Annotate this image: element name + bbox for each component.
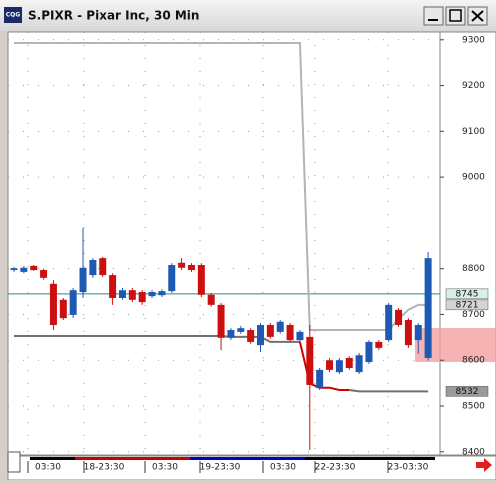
candle-body: [40, 270, 48, 278]
candle-body: [414, 324, 422, 341]
candle-body: [286, 324, 294, 341]
candle-body: [217, 304, 225, 338]
candle-body: [197, 265, 205, 295]
x-tick-label: 03:30: [152, 463, 178, 473]
y-tick-label: 8400: [462, 447, 485, 457]
candle-body: [187, 265, 195, 271]
candle-body: [276, 321, 284, 332]
candle-body: [207, 294, 215, 305]
minimize-button[interactable]: [423, 6, 444, 26]
candle-body: [109, 275, 117, 298]
candle-body: [335, 360, 343, 373]
candle-body: [138, 292, 146, 303]
candle-body: [10, 268, 18, 271]
y-tick-label: 8700: [462, 310, 485, 320]
candle-body: [395, 309, 403, 325]
candle-body: [79, 267, 87, 293]
candle-body: [355, 355, 363, 373]
candle-body: [247, 330, 255, 342]
y-tick-label: 9100: [462, 127, 485, 137]
maximize-button[interactable]: [445, 6, 466, 26]
candle-body: [266, 324, 274, 337]
candle-body: [49, 283, 57, 325]
scroll-box[interactable]: [7, 451, 21, 473]
x-tick-label: 22-23:30: [315, 463, 356, 473]
candle-body: [20, 267, 28, 272]
candle-body: [257, 324, 264, 346]
session-bar: [190, 457, 305, 460]
candle-body: [404, 319, 412, 346]
session-bar: [30, 457, 75, 460]
session-bar: [305, 457, 435, 460]
candle-body: [178, 262, 186, 268]
candle-body: [99, 258, 107, 276]
candle-body: [385, 304, 393, 341]
y-tick-label: 9200: [462, 81, 485, 91]
app-icon: [4, 7, 22, 23]
candle-body: [296, 331, 304, 341]
plot-area: [7, 31, 441, 456]
y-tick-label: 8600: [462, 356, 485, 366]
price-label: 8532: [456, 387, 479, 397]
indicator-line: [14, 41, 429, 332]
x-tick-label: 19-23:30: [200, 463, 241, 473]
x-tick-label: 18-23:30: [84, 463, 125, 473]
window-title: S.PIXR - Pixar Inc, 30 Min: [28, 9, 199, 23]
candle-body: [89, 259, 97, 276]
candle-body: [128, 290, 136, 300]
y-tick-label: 9000: [462, 173, 485, 183]
price-label: 8745: [456, 289, 479, 299]
candle-body: [59, 299, 67, 319]
scroll-arrow[interactable]: [476, 458, 492, 472]
candle-body: [424, 258, 432, 358]
candle-body: [365, 341, 373, 363]
candle-body: [30, 265, 38, 271]
x-tick-label: 03:30: [270, 463, 296, 473]
candle-body: [227, 330, 235, 338]
candle-body: [316, 369, 324, 389]
app-icon-text: CQG: [6, 12, 21, 19]
price-label-box: [445, 288, 489, 300]
y-tick-label: 8800: [462, 264, 485, 274]
y-tick-label: 8500: [462, 402, 485, 412]
candle-body: [326, 360, 334, 370]
price-label-box: [445, 386, 489, 397]
candle-body: [375, 341, 383, 348]
y-tick-label: 9300: [462, 35, 485, 45]
candle-body: [168, 265, 176, 292]
candle-body: [237, 328, 245, 332]
price-label: 8721: [456, 300, 479, 310]
session-bar: [75, 457, 190, 460]
candle-body: [118, 290, 126, 298]
candle-body: [148, 292, 156, 297]
x-tick-label: 03:30: [35, 463, 61, 473]
candle-body: [158, 291, 166, 296]
price-axis: [439, 31, 496, 456]
candle-body: [345, 357, 353, 369]
candle-body: [306, 336, 314, 385]
x-tick-label: 23-03:30: [388, 463, 429, 473]
price-label-box: [445, 299, 489, 311]
close-button[interactable]: [467, 6, 488, 26]
candle-body: [69, 290, 77, 315]
title-bar: [0, 0, 496, 31]
